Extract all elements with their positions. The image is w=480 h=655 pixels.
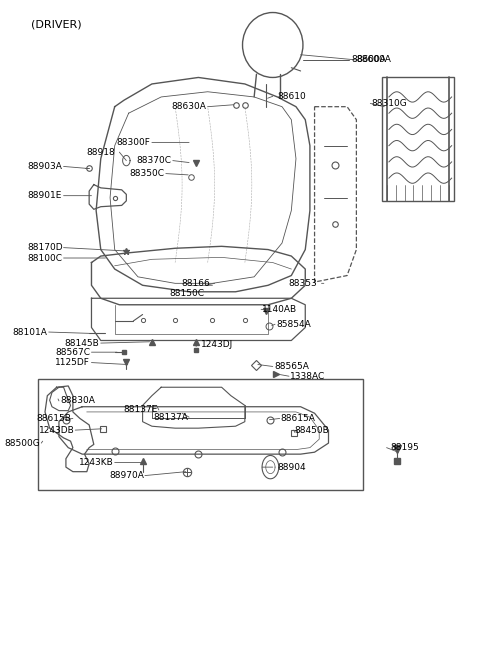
Text: 88901E: 88901E xyxy=(28,191,62,200)
Text: 88918: 88918 xyxy=(86,147,115,157)
Text: 88903A: 88903A xyxy=(27,162,62,171)
Text: 1125DF: 1125DF xyxy=(56,358,90,367)
Text: (DRIVER): (DRIVER) xyxy=(31,19,82,29)
Bar xyxy=(38,379,363,490)
Text: 88630A: 88630A xyxy=(172,102,206,111)
Text: 88101A: 88101A xyxy=(12,328,48,337)
Text: 88600A: 88600A xyxy=(352,56,386,64)
Text: 88450B: 88450B xyxy=(295,426,330,435)
Text: 88567C: 88567C xyxy=(55,348,90,357)
Text: 88300F: 88300F xyxy=(116,138,150,147)
Text: 1140AB: 1140AB xyxy=(262,305,297,314)
Text: 88500G: 88500G xyxy=(5,439,41,447)
Text: 88370C: 88370C xyxy=(137,156,172,165)
Text: 85854A: 85854A xyxy=(276,320,311,329)
Text: 88565A: 88565A xyxy=(274,362,309,371)
Text: 1243DB: 1243DB xyxy=(39,426,74,435)
Text: 88195: 88195 xyxy=(391,443,420,452)
Text: 88610: 88610 xyxy=(277,92,306,101)
Text: 88830A: 88830A xyxy=(60,396,95,405)
Text: 1243KB: 1243KB xyxy=(79,458,113,467)
Text: 88100C: 88100C xyxy=(27,253,62,263)
Text: 88904: 88904 xyxy=(277,462,306,472)
Text: 88145B: 88145B xyxy=(65,339,99,348)
Text: 88350C: 88350C xyxy=(130,169,165,178)
Text: 88310G: 88310G xyxy=(371,99,407,108)
Text: 88137A: 88137A xyxy=(153,413,188,422)
Text: 1243DJ: 1243DJ xyxy=(201,340,233,349)
Text: 88353: 88353 xyxy=(288,279,317,288)
Text: 88170D: 88170D xyxy=(27,243,63,252)
Text: 88615A: 88615A xyxy=(281,414,316,423)
Text: 88970A: 88970A xyxy=(109,471,144,480)
Text: 88166: 88166 xyxy=(181,279,210,288)
Text: 1338AC: 1338AC xyxy=(290,371,325,381)
Text: 88150C: 88150C xyxy=(169,289,204,297)
Text: 88615B: 88615B xyxy=(37,414,72,423)
Text: 88600A: 88600A xyxy=(356,56,391,64)
Text: 88137E: 88137E xyxy=(123,405,157,415)
